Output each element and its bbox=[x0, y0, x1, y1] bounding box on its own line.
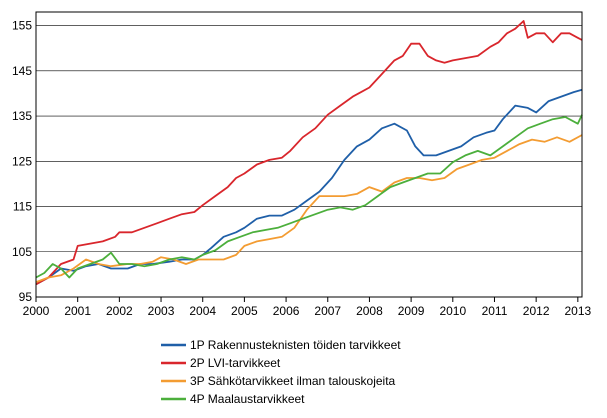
legend-label-2: 2P LVI-tarvikkeet bbox=[190, 356, 281, 370]
x-axis-tick-labels: 2000 2001 2002 2003 2004 2005 2006 2007 2008 2009… bbox=[23, 297, 592, 318]
y-tick-label: 115 bbox=[13, 200, 32, 214]
x-tick-label: 2004 bbox=[189, 304, 216, 318]
y-tick-label: 135 bbox=[12, 109, 32, 123]
plot-frame bbox=[35, 11, 583, 298]
x-tick-label: 2013 bbox=[564, 304, 591, 318]
x-tick-label: 2009 bbox=[398, 304, 425, 318]
x-tick-label: 2011 bbox=[482, 304, 508, 318]
y-axis-tick-labels: 95 105 115 125 135 145 155 bbox=[12, 19, 32, 304]
legend-label-4: 4P Maalaustarvikkeet bbox=[190, 392, 305, 406]
series-line-2 bbox=[35, 20, 583, 286]
x-tick-label: 2008 bbox=[356, 304, 383, 318]
y-tick-label: 145 bbox=[12, 64, 32, 78]
x-tick-label: 2002 bbox=[106, 304, 133, 318]
x-tick-label: 2003 bbox=[148, 304, 175, 318]
legend-label-1: 1P Rakennusteknisten töiden tarvikkeet bbox=[190, 338, 401, 352]
x-tick-label: 2000 bbox=[23, 304, 50, 318]
series-lines bbox=[35, 20, 583, 286]
gridlines bbox=[36, 25, 582, 253]
x-tick-label: 2001 bbox=[64, 304, 91, 318]
x-tick-label: 2007 bbox=[314, 304, 341, 318]
x-tick-label: 2005 bbox=[231, 304, 258, 318]
x-tick-label: 2006 bbox=[273, 304, 300, 318]
legend: 1P Rakennusteknisten töiden tarvikkeet 2P… bbox=[161, 338, 401, 406]
y-tick-label: 125 bbox=[12, 154, 32, 168]
x-tick-label: 2012 bbox=[523, 304, 550, 318]
series-line-4 bbox=[35, 114, 583, 279]
legend-label-3: 3P Sähkötarvikkeet ilman talouskojeita bbox=[190, 374, 396, 388]
y-tick-label: 105 bbox=[12, 245, 32, 259]
y-tick-label: 95 bbox=[19, 290, 33, 304]
x-tick-label: 2010 bbox=[439, 304, 466, 318]
y-tick-label: 155 bbox=[12, 19, 32, 33]
